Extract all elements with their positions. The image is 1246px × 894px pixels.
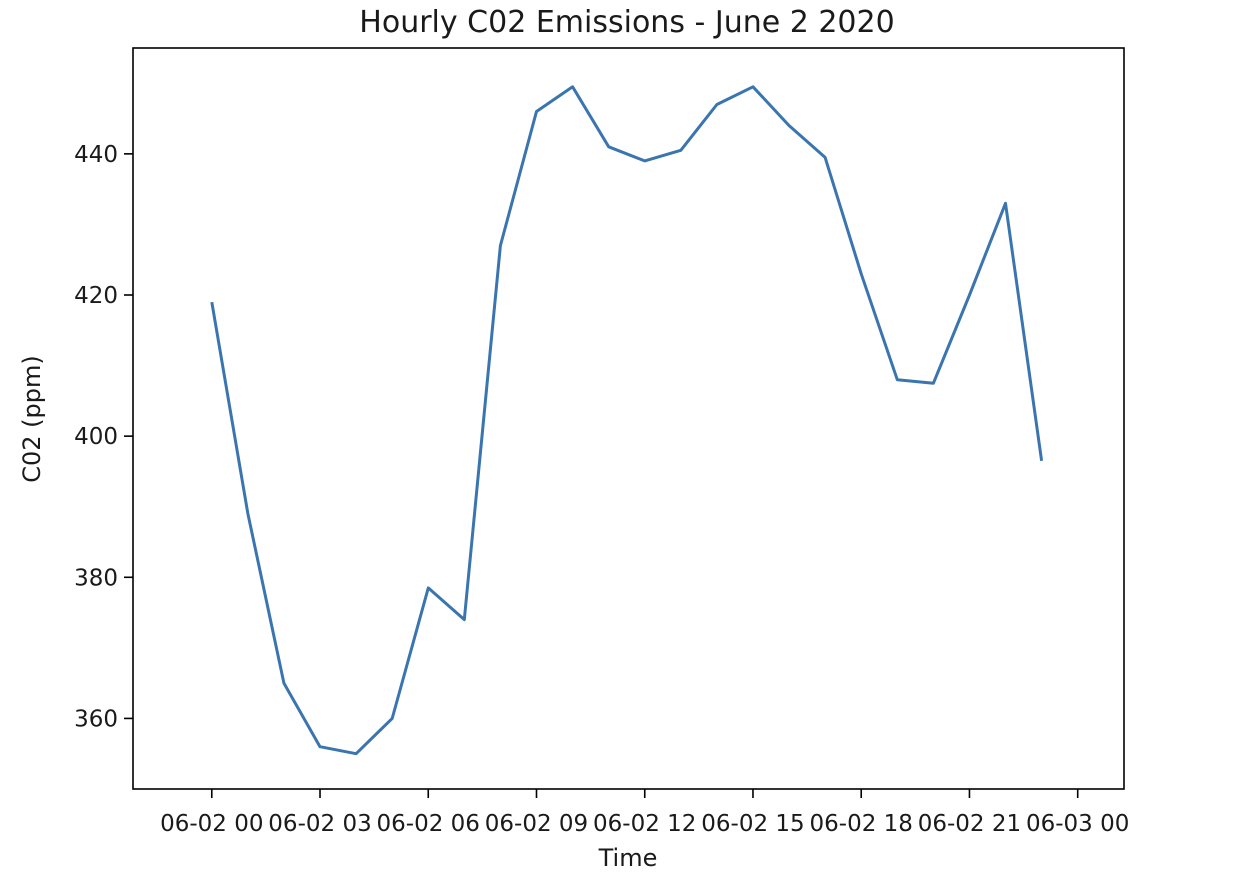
y-tick-label: 420 [74,283,118,309]
x-tick-label: 06-02 15 [701,811,804,837]
series-line [210,85,1044,756]
series-layer [210,85,1044,756]
plot-frame [132,47,1125,790]
x-axis: 06-02 00 06-02 03 06-02 06 06-02 09 06-02 12… [160,789,1129,837]
chart-title: Hourly C02 Emissions - June 2 2020 [359,5,894,40]
x-axis-label: Time [598,844,658,872]
x-tick-label: 06-02 00 [160,811,263,837]
y-axis-label: C02 (ppm) [18,355,46,483]
y-axis: 360 380 400 420 440 [74,142,133,732]
x-tick-label: 06-02 21 [918,811,1021,837]
y-tick-label: 440 [74,142,118,168]
x-tick-label: 06-02 09 [485,811,588,837]
plot-area [133,48,1124,789]
x-tick-label: 06-02 12 [593,811,696,837]
y-tick-label: 360 [74,706,118,732]
x-tick-label: 06-02 06 [377,811,480,837]
x-tick-label: 06-02 03 [268,811,371,837]
x-tick-label: 06-02 18 [810,811,913,837]
y-tick-label: 380 [74,565,118,591]
y-tick-label: 400 [74,424,118,450]
x-tick-label: 06-03 00 [1026,811,1129,837]
